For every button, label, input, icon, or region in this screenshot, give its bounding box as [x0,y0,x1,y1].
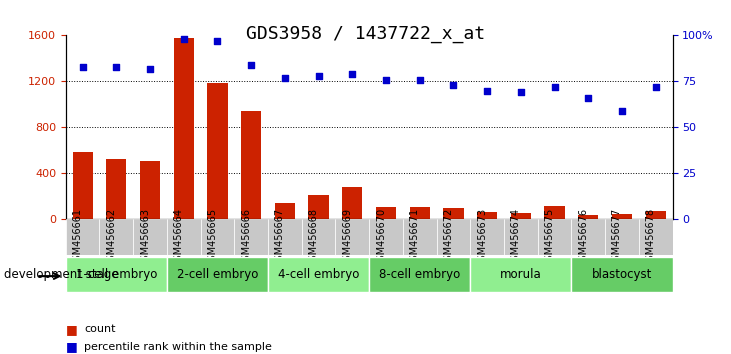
Text: GSM456673: GSM456673 [477,207,487,267]
FancyBboxPatch shape [470,219,504,255]
Bar [511,212,531,219]
Bar [342,187,363,219]
Text: GSM456662: GSM456662 [106,207,116,267]
Point [515,90,526,95]
Bar [72,152,93,219]
Text: 4-cell embryo: 4-cell embryo [278,268,359,281]
Point [447,82,459,88]
Text: GSM456674: GSM456674 [511,207,520,267]
Bar [308,195,329,219]
Bar [645,211,666,219]
Text: GSM456665: GSM456665 [208,207,217,267]
Text: count: count [84,324,115,334]
Point [481,88,493,93]
FancyBboxPatch shape [268,257,369,292]
Text: GSM456668: GSM456668 [308,208,319,267]
FancyBboxPatch shape [268,219,302,255]
FancyBboxPatch shape [336,219,369,255]
Text: 1-cell embryo: 1-cell embryo [76,268,157,281]
Bar [545,206,564,219]
Point [144,66,156,72]
FancyBboxPatch shape [504,219,538,255]
FancyBboxPatch shape [66,219,99,255]
Text: blastocyst: blastocyst [592,268,652,281]
Text: GDS3958 / 1437722_x_at: GDS3958 / 1437722_x_at [246,25,485,43]
FancyBboxPatch shape [538,219,572,255]
FancyBboxPatch shape [133,219,167,255]
Bar [376,207,396,219]
FancyBboxPatch shape [436,219,470,255]
Text: ■: ■ [66,323,77,336]
Point [549,84,561,90]
Point [178,36,189,42]
Text: GSM456663: GSM456663 [140,208,150,267]
Text: GSM456667: GSM456667 [275,207,285,267]
Text: GSM456664: GSM456664 [174,208,183,267]
Point [110,64,122,69]
FancyBboxPatch shape [200,219,235,255]
FancyBboxPatch shape [167,219,200,255]
Bar [241,111,261,219]
Point [346,71,358,77]
Text: GSM456666: GSM456666 [241,208,251,267]
Bar [140,161,160,219]
FancyBboxPatch shape [167,257,268,292]
Bar [174,38,194,219]
Bar [409,207,430,219]
Bar [477,212,497,219]
Text: ■: ■ [66,341,77,353]
FancyBboxPatch shape [403,219,436,255]
Text: GSM456671: GSM456671 [409,207,420,267]
FancyBboxPatch shape [369,219,403,255]
Text: GSM456661: GSM456661 [72,208,83,267]
Bar [106,159,126,219]
Bar [443,208,463,219]
Text: GSM456672: GSM456672 [444,207,453,267]
FancyBboxPatch shape [572,257,673,292]
FancyBboxPatch shape [235,219,268,255]
FancyBboxPatch shape [639,219,673,255]
Text: GSM456676: GSM456676 [578,207,588,267]
Point [313,73,325,79]
Point [650,84,662,90]
FancyBboxPatch shape [605,219,639,255]
Bar [612,214,632,219]
Point [77,64,88,69]
Bar [208,83,227,219]
Text: 8-cell embryo: 8-cell embryo [379,268,461,281]
FancyBboxPatch shape [572,219,605,255]
Text: GSM456677: GSM456677 [612,207,622,267]
FancyBboxPatch shape [99,219,133,255]
Text: GSM456675: GSM456675 [545,207,555,267]
Point [583,95,594,101]
FancyBboxPatch shape [302,219,336,255]
Text: GSM456669: GSM456669 [342,208,352,267]
Point [380,77,392,82]
Text: 2-cell embryo: 2-cell embryo [177,268,258,281]
Point [414,77,425,82]
Text: development stage: development stage [4,268,118,281]
FancyBboxPatch shape [369,257,470,292]
Point [279,75,291,81]
Text: GSM456670: GSM456670 [376,207,386,267]
Text: percentile rank within the sample: percentile rank within the sample [84,342,272,352]
Text: GSM456678: GSM456678 [645,207,656,267]
Text: morula: morula [500,268,542,281]
Bar [578,216,599,219]
FancyBboxPatch shape [66,257,167,292]
Point [616,108,628,114]
Bar [275,203,295,219]
Point [211,38,223,44]
Point [246,62,257,68]
FancyBboxPatch shape [470,257,572,292]
